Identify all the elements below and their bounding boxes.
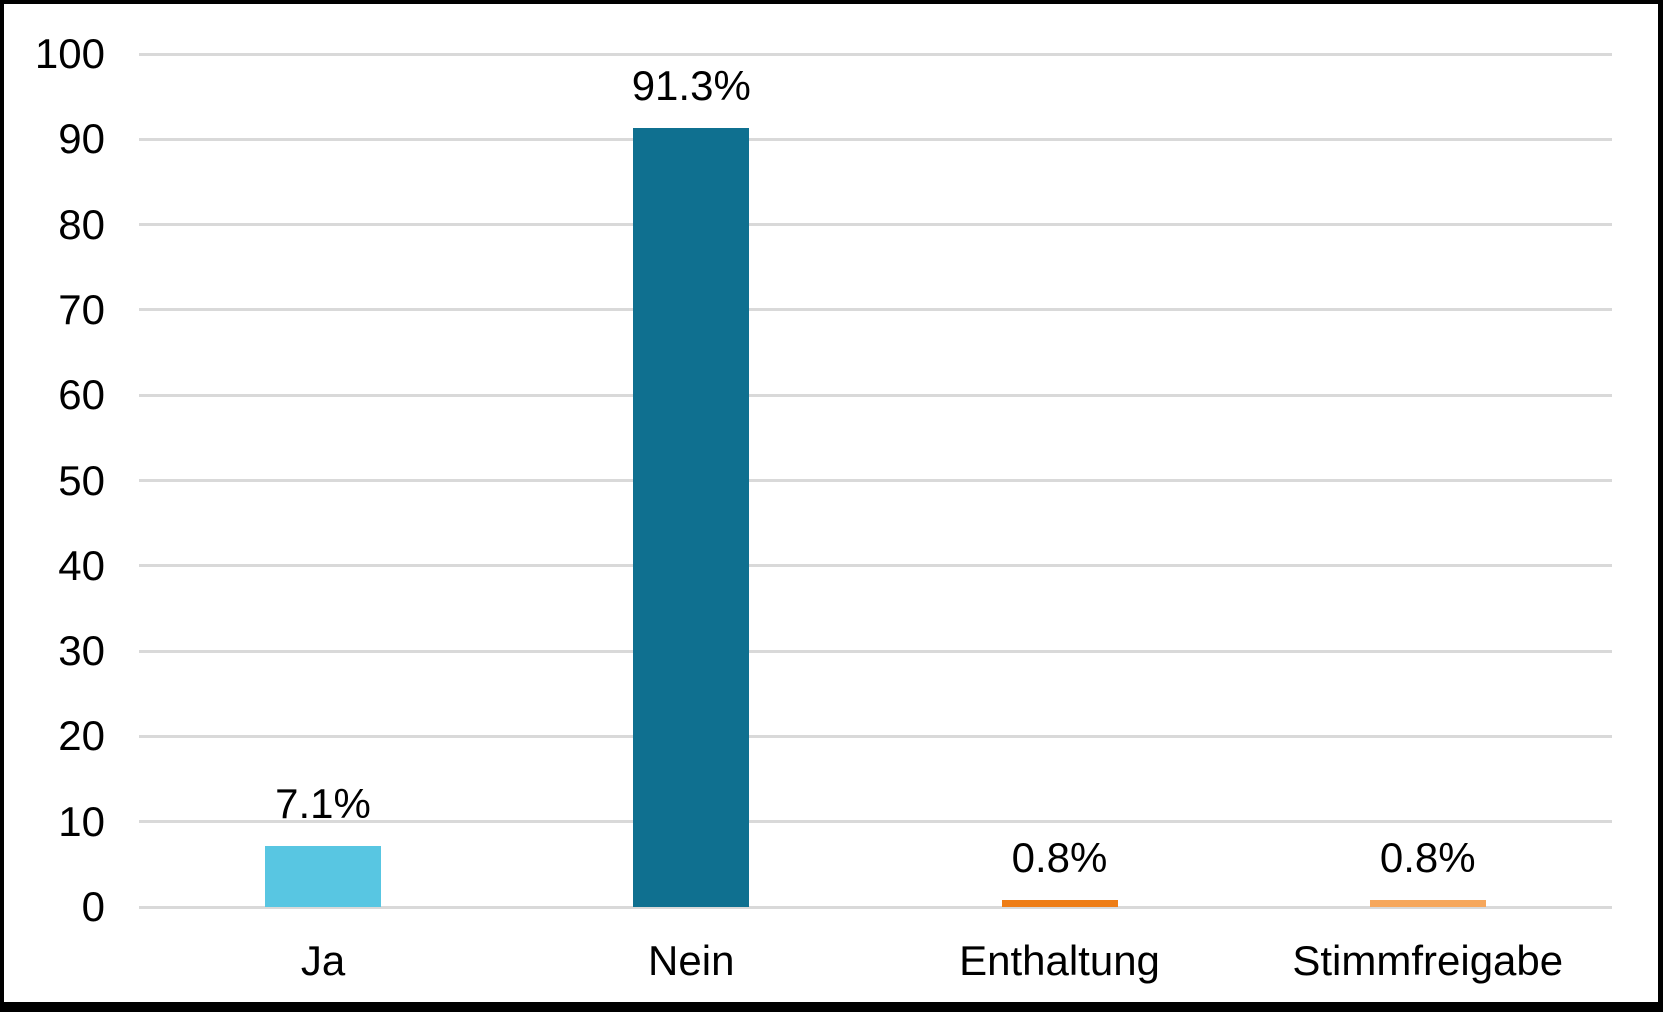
data-label-ja: 7.1% (275, 780, 371, 828)
y-tick-label-80: 80 (58, 200, 105, 248)
y-tick-label-100: 100 (34, 30, 105, 77)
bar-ja (265, 846, 382, 907)
gridline-y-100 (139, 52, 1612, 56)
x-tick-label-ja: Ja (300, 937, 346, 984)
y-tick-label-50: 50 (58, 456, 105, 504)
y-tick-label-20: 20 (58, 712, 105, 760)
y-tick-label-90: 90 (58, 115, 105, 163)
x-tick-label-nein: Nein (648, 937, 735, 984)
gridline-y-40 (139, 564, 1612, 568)
gridline-y-70 (139, 308, 1612, 312)
y-tick-label-60: 60 (58, 371, 105, 419)
gridline-y-60 (139, 393, 1612, 397)
gridline-y-10 (139, 820, 1612, 824)
gridline-y-80 (139, 223, 1612, 227)
y-tick-label-40: 40 (58, 541, 105, 589)
gridline-y-0 (139, 905, 1612, 909)
data-label-stimmfreigabe: 0.8% (1379, 834, 1476, 882)
y-tick-label-0: 0 (81, 883, 105, 930)
gridline-y-30 (139, 649, 1612, 653)
gridline-y-90 (139, 137, 1612, 141)
bar-enthaltung (1001, 900, 1118, 907)
gridline-y-20 (139, 734, 1612, 738)
y-tick-label-70: 70 (58, 285, 105, 333)
data-label-enthaltung: 0.8% (1011, 834, 1108, 882)
x-tick-label-stimmfreigabe: Stimmfreigabe (1292, 937, 1564, 984)
plot-area: 7.1% 91.3% 0.8% 0.8% (139, 52, 1612, 909)
y-tick-label-10: 10 (58, 797, 105, 845)
y-tick-label-30: 30 (58, 627, 105, 675)
bar-stimmfreigabe (1369, 900, 1486, 907)
x-tick-label-enthaltung: Enthaltung (959, 937, 1160, 984)
x-axis: Ja Nein Enthaltung Stimmfreigabe (139, 927, 1612, 987)
data-label-nein: 91.3% (631, 62, 751, 110)
y-axis: 0 10 20 30 40 50 60 70 80 90 100 (4, 30, 105, 930)
bar-nein (633, 128, 750, 907)
gridline-y-50 (139, 479, 1612, 482)
